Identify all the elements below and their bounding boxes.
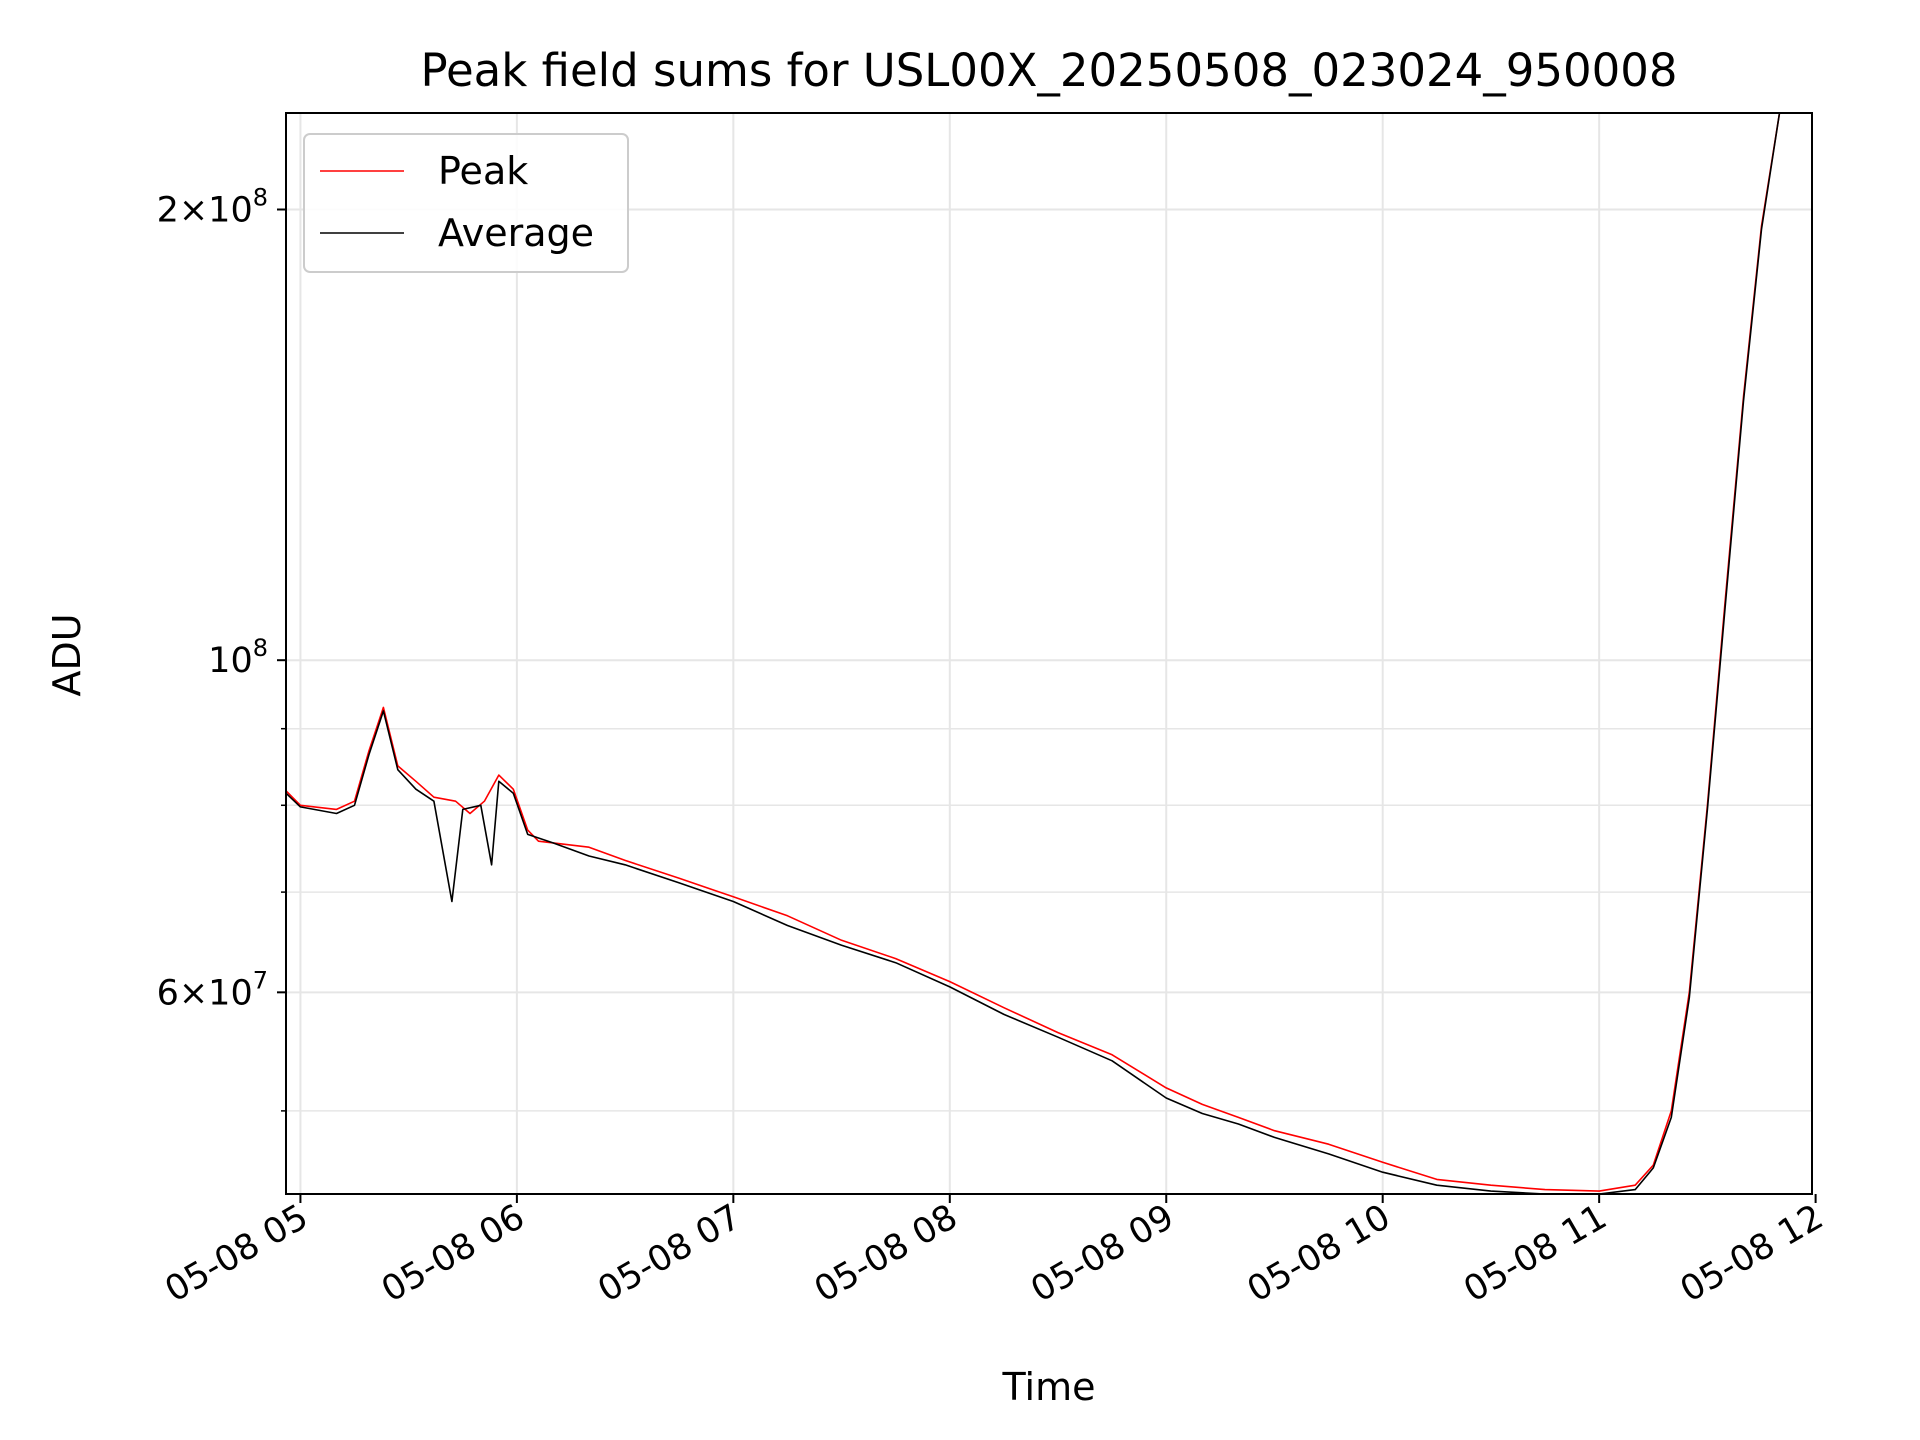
x-tick-label: 05-08 08 [808,1197,964,1310]
x-tick-label: 05-08 12 [1674,1197,1830,1310]
y-tick-label: 108 [208,634,268,681]
x-tick-label: 05-08 05 [159,1197,315,1310]
x-tick-label: 05-08 06 [375,1197,531,1310]
y-axis-ticks: 6×107 108 2×108 [157,184,286,1112]
y-axis-label: ADU [45,613,89,696]
x-axis-label: Time [1002,1365,1096,1409]
x-tick-label: 05-08 07 [592,1197,748,1310]
series-line-peak [286,113,1781,1192]
series-layer [286,113,1781,1194]
grid-lines [286,113,1812,1194]
series-line-average [286,113,1781,1194]
legend-label-average: Average [438,211,594,255]
x-tick-label: 05-08 10 [1241,1197,1397,1310]
x-axis-ticks: 05-08 05 05-08 06 05-08 07 05-08 08 05-08 09… [159,1194,1830,1310]
x-tick-label: 05-08 09 [1024,1197,1180,1310]
y-tick-label: 2×108 [157,184,268,231]
legend: Peak Average [303,133,629,273]
x-tick-label: 05-08 11 [1457,1197,1613,1310]
plot-frame [285,112,1813,1195]
chart-title: Peak field sums for USL00X_20250508_0230… [420,44,1677,97]
legend-label-peak: Peak [438,149,528,193]
legend-box [303,133,629,273]
y-tick-label: 6×107 [157,966,268,1013]
